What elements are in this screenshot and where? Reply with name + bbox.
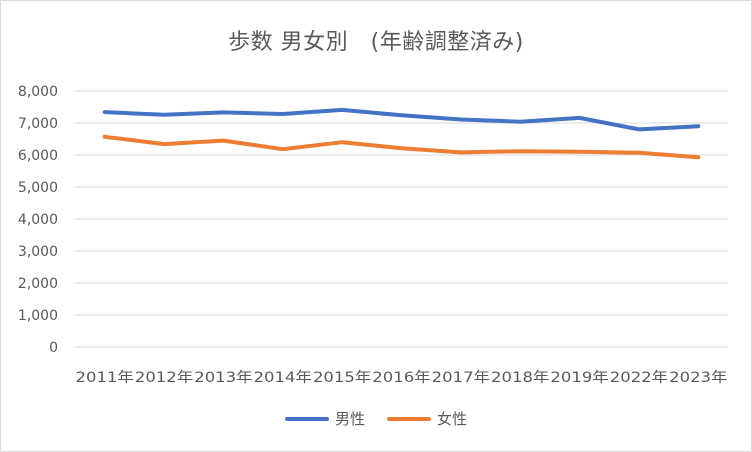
x-tick-label: 2018年 (491, 370, 549, 386)
y-tick-label: 0 (49, 340, 58, 356)
series-line-male (102, 107, 701, 132)
y-tick-label: 6,000 (18, 148, 58, 164)
legend: 男性 女性 (0, 408, 752, 429)
legend-item-male: 男性 (284, 408, 365, 429)
y-tick-label: 8,000 (18, 84, 58, 100)
x-tick-label: 2022年 (610, 370, 668, 386)
legend-label-female: 女性 (437, 410, 468, 428)
x-tick-label: 2013年 (194, 370, 252, 386)
y-tick-label: 5,000 (18, 180, 58, 196)
x-tick-label: 2016年 (372, 370, 430, 386)
x-tick-label: 2014年 (254, 370, 312, 386)
legend-swatch-female (387, 416, 431, 421)
x-tick-label: 2017年 (432, 370, 490, 386)
y-tick-label: 1,000 (18, 308, 58, 324)
y-tick-label: 2,000 (18, 276, 58, 292)
y-tick-label: 3,000 (18, 244, 58, 260)
chart-title: 歩数 男女別 (年齢調整済み) (228, 30, 524, 55)
legend-label-male: 男性 (334, 410, 365, 428)
x-tick-label: 2023年 (669, 370, 727, 386)
y-tick-label: 7,000 (18, 116, 58, 132)
y-tick-label: 4,000 (18, 212, 58, 228)
x-tick-label: 2011年 (76, 370, 134, 386)
x-tick-label: 2015年 (313, 370, 371, 386)
legend-swatch-male (284, 416, 329, 421)
x-tick-label: 2019年 (550, 370, 608, 386)
series-line-female (102, 134, 701, 160)
legend-item-female: 女性 (387, 408, 467, 429)
x-tick-label: 2012年 (135, 370, 193, 386)
